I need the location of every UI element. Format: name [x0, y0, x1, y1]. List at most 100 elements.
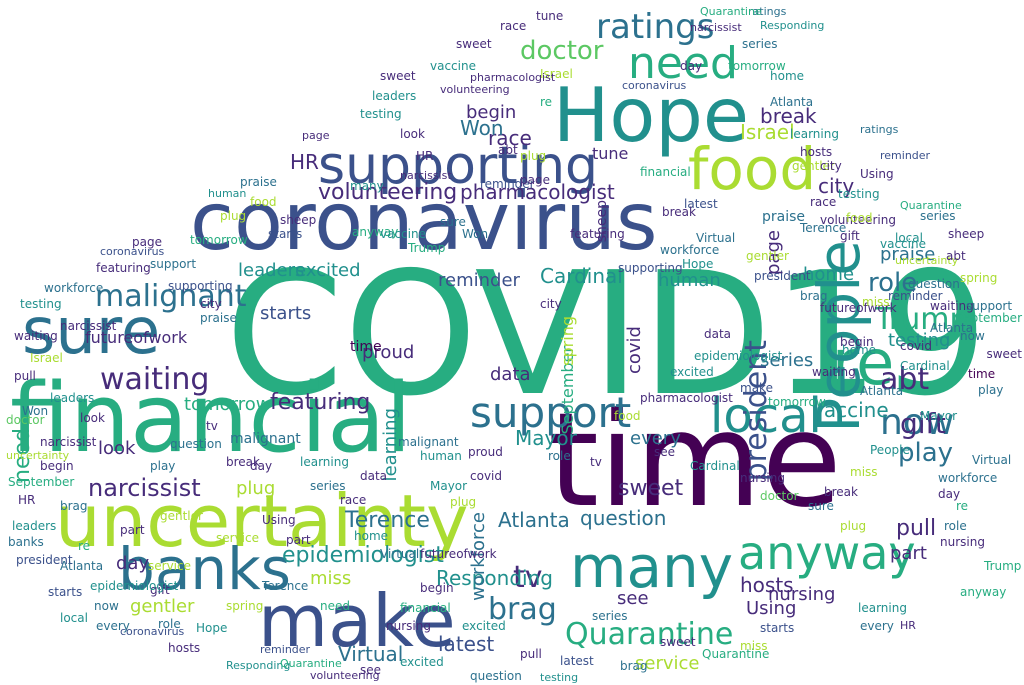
word-data: data: [704, 327, 732, 341]
word-reminder: reminder: [888, 289, 943, 303]
word-begin: begin: [40, 459, 74, 473]
word-food: food: [688, 135, 817, 203]
word-city: city: [820, 159, 842, 173]
word-financial: financial: [400, 601, 451, 615]
word-race: race: [340, 493, 367, 507]
word-tv: tv: [206, 419, 218, 433]
word-narcissist: narcissist: [88, 474, 201, 502]
word-people: People: [870, 443, 910, 457]
word-starts: starts: [260, 303, 312, 324]
word-day: day: [680, 59, 703, 73]
word-page: page: [132, 235, 162, 249]
word-volunteering: volunteering: [310, 669, 380, 682]
word-ratings: ratings: [596, 7, 715, 47]
word-service: service: [635, 653, 700, 674]
word-learning: learning: [790, 127, 839, 141]
word-latest: latest: [684, 197, 718, 211]
word-miss: miss: [862, 295, 890, 309]
word-support: support: [966, 299, 1013, 313]
word-tune: tune: [592, 144, 629, 163]
word-won: Won: [22, 404, 49, 418]
word-ratings: ratings: [860, 123, 899, 136]
word-pharmacologist: pharmacologist: [470, 71, 556, 84]
word-sweet: sweet: [618, 476, 684, 501]
word-praise: praise: [880, 244, 936, 265]
word-leaders: leaders: [50, 391, 95, 405]
word-quarantine: Quarantine: [700, 5, 762, 18]
word-vaccine: vaccine: [812, 398, 889, 422]
word-time: time: [548, 384, 842, 536]
word-mayor: Mayor: [920, 409, 958, 423]
word-terence: Terence: [262, 579, 309, 593]
word-proud: proud: [468, 445, 503, 459]
word-hr: HR: [900, 619, 916, 632]
word-latest: latest: [438, 632, 495, 656]
word-learning: learning: [858, 601, 907, 615]
word-make: make: [740, 381, 773, 395]
word-begin: begin: [420, 581, 454, 595]
word-gentler: gentler: [792, 159, 835, 173]
word-coronavirus: coronavirus: [190, 175, 658, 268]
word-gift: gift: [150, 583, 170, 597]
word-doctor: doctor: [520, 36, 604, 66]
word-role: role: [158, 617, 181, 631]
word-anyway: anyway: [738, 526, 916, 580]
word-re: re: [78, 539, 91, 553]
word-hope: Hope: [196, 621, 228, 635]
word-pharmacologist: pharmacologist: [640, 391, 733, 405]
word-local: local: [60, 611, 88, 625]
word-play: play: [978, 383, 1004, 397]
word-hosts: hosts: [740, 573, 794, 597]
word-now: now: [960, 329, 985, 343]
word-service: service: [216, 531, 259, 545]
word-need: need: [320, 599, 350, 613]
word-see: see: [617, 588, 649, 609]
word-uncertainty: uncertainty: [55, 479, 469, 563]
word-every: every: [860, 619, 894, 633]
word-featuring: featuring: [270, 390, 371, 415]
word-every: every: [96, 619, 130, 633]
word-covid19: COVID19: [225, 236, 989, 434]
word-home: home: [354, 529, 389, 543]
word-local: local: [710, 388, 822, 444]
word-begin: begin: [466, 102, 517, 123]
word-sweet: sweet: [986, 347, 1022, 361]
word-using: Using: [262, 513, 296, 527]
word-tv: tv: [513, 560, 543, 595]
word-workforce: workforce: [660, 243, 720, 257]
word-tune: tune: [536, 9, 564, 23]
word-uncertainty: uncertainty: [895, 254, 959, 267]
word-hope: Hope: [682, 257, 714, 271]
word-gift: gift: [900, 407, 946, 440]
word-re: re: [540, 95, 553, 109]
word-sure: sure: [22, 295, 161, 369]
word-abt: abt: [946, 249, 966, 263]
word-day: day: [116, 553, 150, 574]
word-epidemiologist: epidemiologist: [90, 579, 179, 593]
word-look: look: [98, 438, 136, 459]
word-play: play: [898, 438, 954, 468]
word-waiting: waiting: [14, 329, 58, 343]
word-look: look: [400, 127, 425, 141]
word-break: break: [662, 205, 696, 219]
word-see: see: [360, 663, 382, 677]
word-atlanta: Atlanta: [60, 559, 104, 573]
word-race: race: [500, 19, 527, 33]
word-food: food: [250, 195, 277, 209]
word-financial: financial: [640, 165, 691, 179]
word-coronavirus: coronavirus: [100, 245, 165, 258]
word-data: data: [490, 364, 531, 385]
word-testing: testing: [540, 671, 579, 684]
word-page: page: [520, 173, 550, 187]
word-president: president: [16, 553, 73, 567]
word-hr: HR: [416, 149, 434, 163]
word-support: support: [470, 388, 632, 437]
word-quarantine: Quarantine: [702, 647, 770, 661]
word-cardinal: Cardinal: [690, 459, 740, 473]
word-israel: Israel: [540, 67, 573, 81]
word-break: break: [760, 104, 817, 128]
word-begin: begin: [840, 335, 874, 349]
word-virtual: Virtual: [380, 547, 420, 561]
word-excited: excited: [670, 365, 714, 379]
word-covid: covid: [900, 339, 932, 353]
